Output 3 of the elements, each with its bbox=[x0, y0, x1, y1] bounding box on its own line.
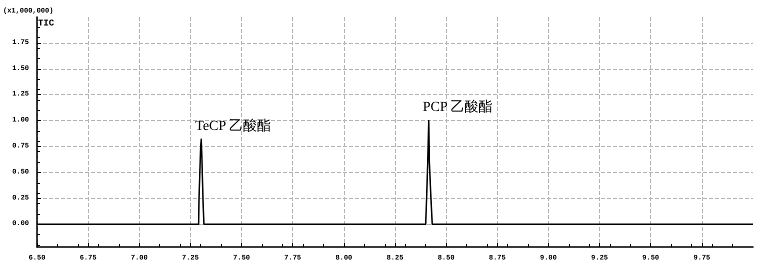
annotation: TeCP 乙酸酯 bbox=[195, 118, 272, 134]
annotation: PCP 乙酸酯 bbox=[422, 99, 493, 116]
annotation: TIC bbox=[38, 18, 55, 28]
